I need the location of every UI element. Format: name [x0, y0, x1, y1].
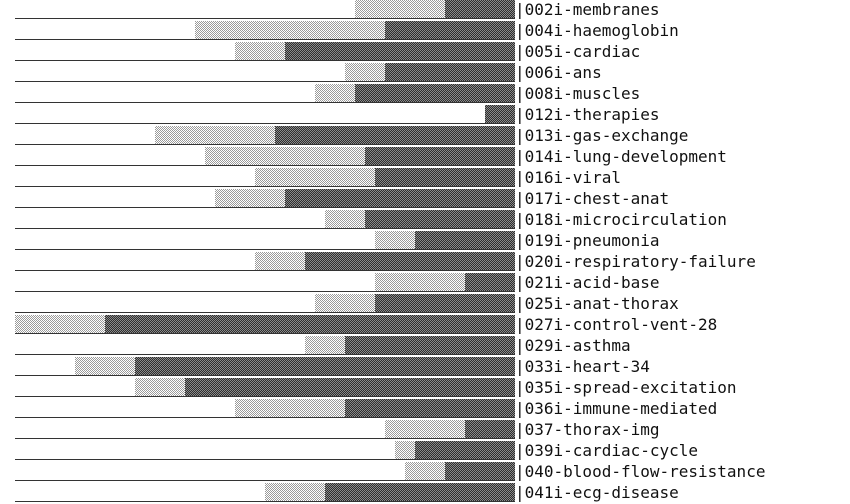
bar-segment [235, 399, 345, 417]
bar-segment [305, 252, 515, 270]
bar-segment [75, 357, 135, 375]
category-label: |037-thorax-img [515, 420, 660, 439]
category-label: |019i-pneumonia [515, 231, 660, 250]
bar-segment [15, 378, 135, 396]
category-label: |016i-viral [515, 168, 621, 187]
category-label: |029i-asthma [515, 336, 631, 355]
bar-segment [15, 126, 155, 144]
bar-segment [15, 252, 255, 270]
category-label: |017i-chest-anat [515, 189, 669, 208]
bar-segment [355, 0, 445, 18]
category-labels: |002i-membranes |004i-haemoglobin |005i-ca… [515, 0, 765, 502]
bar-segment [135, 357, 515, 375]
category-label: |005i-cardiac [515, 42, 640, 61]
bar-segment [385, 63, 515, 81]
category-label: |002i-membranes [515, 0, 660, 19]
bar-segment [365, 147, 515, 165]
bar-segment [15, 147, 205, 165]
bar-segment [205, 147, 365, 165]
category-label: |035i-spread-excitation [515, 378, 737, 397]
bar-segment [285, 189, 515, 207]
bar-segment [485, 105, 515, 123]
category-label: |020i-respiratory-failure [515, 252, 756, 271]
bar-segment [15, 210, 325, 228]
bar-segment [355, 84, 515, 102]
bar-segment [135, 378, 185, 396]
category-label: |039i-cardiac-cycle [515, 441, 698, 460]
bar-segment [15, 294, 315, 312]
bar-segment [15, 21, 195, 39]
bar-segment [15, 336, 305, 354]
bar-segment [465, 420, 515, 438]
category-label: |021i-acid-base [515, 273, 660, 292]
bar-segment [255, 168, 375, 186]
bar-segment [415, 441, 515, 459]
bar-segment [445, 462, 515, 480]
bar-segment [155, 126, 275, 144]
bar-segment [215, 189, 285, 207]
bar-segment [375, 273, 465, 291]
category-label: |013i-gas-exchange [515, 126, 688, 145]
bar-segment [15, 315, 105, 333]
category-label: |041i-ecg-disease [515, 483, 679, 502]
category-label: |004i-haemoglobin [515, 21, 679, 40]
bar-segment [405, 462, 445, 480]
bar-segment [385, 21, 515, 39]
category-label: |014i-lung-development [515, 147, 727, 166]
category-label: |018i-microcirculation [515, 210, 727, 229]
bar-segment [345, 336, 515, 354]
category-label: |008i-muscles [515, 84, 640, 103]
bar-segment [395, 441, 415, 459]
bar-segment [15, 63, 345, 81]
category-label: |040-blood-flow-resistance [515, 462, 765, 481]
bar-segment [465, 273, 515, 291]
bar-segment [325, 210, 365, 228]
bar-segment [15, 189, 215, 207]
bar-segment [15, 105, 485, 123]
bar-segment [105, 315, 515, 333]
bar-segment [445, 0, 515, 18]
bar-segment [275, 126, 515, 144]
bar-segment [15, 231, 375, 249]
bar-segment [375, 231, 415, 249]
category-label: |006i-ans [515, 63, 602, 82]
bar-segment [15, 441, 395, 459]
bar-segment [375, 168, 515, 186]
bar-segment [15, 420, 385, 438]
bar-segment [195, 21, 385, 39]
bar-segment [345, 399, 515, 417]
bar-group [15, 0, 515, 502]
bar-segment [15, 84, 315, 102]
bar-segment [365, 210, 515, 228]
category-label: |036i-immune-mediated [515, 399, 717, 418]
category-label: |025i-anat-thorax [515, 294, 679, 313]
bar-segment [255, 252, 305, 270]
bar-segment [15, 483, 265, 501]
category-label: |027i-control-vent-28 [515, 315, 717, 334]
bar-segment [305, 336, 345, 354]
bar-segment [315, 84, 355, 102]
bar-segment [375, 294, 515, 312]
category-label: |012i-therapies [515, 105, 660, 124]
bar-segment [15, 399, 235, 417]
bar-segment [285, 42, 515, 60]
bar-segment [385, 420, 465, 438]
bar-segment [15, 0, 355, 18]
bar-segment [345, 63, 385, 81]
bar-segment [185, 378, 515, 396]
bar-segment [235, 42, 285, 60]
category-label: |033i-heart-34 [515, 357, 650, 376]
bar-segment [325, 483, 515, 501]
bar-segment [415, 231, 515, 249]
bar-segment [15, 168, 255, 186]
bar-segment [15, 42, 235, 60]
bar-segment [15, 462, 405, 480]
bar-segment [15, 357, 75, 375]
bar-segment [315, 294, 375, 312]
bar-segment [15, 273, 375, 291]
bar-segment [265, 483, 325, 501]
